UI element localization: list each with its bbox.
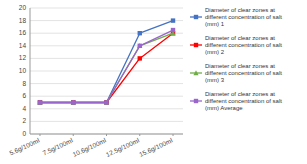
point <box>71 100 75 104</box>
legend-label: Diameter of clear zones atdifferent conc… <box>205 91 282 111</box>
point <box>171 18 175 22</box>
legend-label-line: Diameter of clear zones at <box>205 7 275 13</box>
legend-label-line: Diameter of clear zones at <box>205 35 275 41</box>
point <box>138 44 142 48</box>
series <box>38 31 175 105</box>
x-tick-label: 10.6g/100ml <box>72 136 108 159</box>
point <box>138 56 142 60</box>
point <box>137 43 142 48</box>
y-tick-label: 4 <box>22 105 26 112</box>
point <box>38 100 42 104</box>
x-tick-label: 12.5g/100ml <box>105 136 141 159</box>
legend-label-line: (mm) 3 <box>205 77 225 83</box>
legend-label-line: (mm) 1 <box>205 21 225 27</box>
grid-line <box>30 108 183 109</box>
legend-label: Diameter of clear zones atdifferent conc… <box>205 35 282 55</box>
point <box>71 100 76 105</box>
legend-label-line: different concentration of salt <box>205 42 282 48</box>
y-tick-label: 18 <box>19 17 27 24</box>
y-tick-label: 6 <box>22 92 26 99</box>
x-tick <box>106 134 107 136</box>
legend-swatch-marker <box>193 70 198 75</box>
legend-swatch-marker <box>194 15 198 19</box>
series <box>38 28 175 105</box>
series-line <box>40 33 173 102</box>
grid-line <box>30 20 183 21</box>
point <box>104 100 108 104</box>
legend-label-line: different concentration of salt <box>205 70 282 76</box>
y-tick-label: 0 <box>22 130 26 137</box>
point <box>38 100 42 104</box>
y-grid <box>30 8 183 134</box>
x-tick <box>139 134 140 136</box>
grid-line <box>30 96 183 97</box>
x-tick <box>73 134 74 136</box>
point <box>104 100 108 104</box>
point <box>71 100 75 104</box>
x-tick <box>173 134 174 136</box>
x-tick-label: 5.6g/100ml <box>8 136 41 157</box>
legend-label-line: (mm) Average <box>205 105 243 111</box>
y-tick-label: 16 <box>19 29 27 36</box>
grid-line <box>30 8 183 9</box>
grid-line <box>30 71 183 72</box>
legend: Diameter of clear zones atdifferent conc… <box>190 7 282 111</box>
series <box>37 30 175 104</box>
series-line <box>40 30 173 102</box>
chart-svg: 0 2 4 6 8 10 12 14 16 18 20 5.6g/100ml7.5g/100ml10.… <box>0 0 307 164</box>
point <box>104 100 109 105</box>
x-tick <box>39 134 40 136</box>
legend-swatch-marker <box>194 99 198 103</box>
point <box>38 100 42 104</box>
grid-line <box>30 83 183 84</box>
y-tick-label: 12 <box>19 54 27 61</box>
point <box>171 28 175 32</box>
y-tick-label: 8 <box>22 80 26 87</box>
y-tick-label: 2 <box>22 117 26 124</box>
legend-label-line: Diameter of clear zones at <box>205 91 275 97</box>
y-tick-label: 20 <box>19 4 27 11</box>
y-axis-line <box>30 8 31 134</box>
legend-label: Diameter of clear zones atdifferent conc… <box>205 7 282 27</box>
series-line <box>40 33 173 102</box>
legend-swatch-marker <box>194 43 198 47</box>
legend-label: Diameter of clear zones atdifferent conc… <box>205 63 282 83</box>
point <box>37 100 42 105</box>
x-tick-label: 15.6g/100ml <box>138 136 174 159</box>
series-group <box>37 18 175 104</box>
legend-label-line: (mm) 2 <box>205 49 225 55</box>
x-tick-labels: 5.6g/100ml7.5g/100ml10.6g/100ml12.5g/100… <box>8 134 174 159</box>
grid-line <box>30 121 183 122</box>
point <box>71 100 75 104</box>
legend-label-line: different concentration of salt <box>205 14 282 20</box>
chart-container: 0 2 4 6 8 10 12 14 16 18 20 5.6g/100ml7.5g/100ml10.… <box>0 0 307 164</box>
x-tick-label: 7.5g/100ml <box>42 136 75 157</box>
legend-label-line: Diameter of clear zones at <box>205 63 275 69</box>
grid-line <box>30 45 183 46</box>
y-tick-labels: 0 2 4 6 8 10 12 14 16 18 20 <box>19 4 27 137</box>
y-tick-label: 10 <box>19 67 27 74</box>
legend-label-line: different concentration of salt <box>205 98 282 104</box>
point <box>104 100 108 104</box>
y-tick-label: 14 <box>19 42 27 49</box>
series <box>38 18 175 104</box>
grid-line <box>30 33 183 34</box>
grid-line <box>30 58 183 59</box>
point <box>138 31 142 35</box>
series-line <box>40 21 173 103</box>
